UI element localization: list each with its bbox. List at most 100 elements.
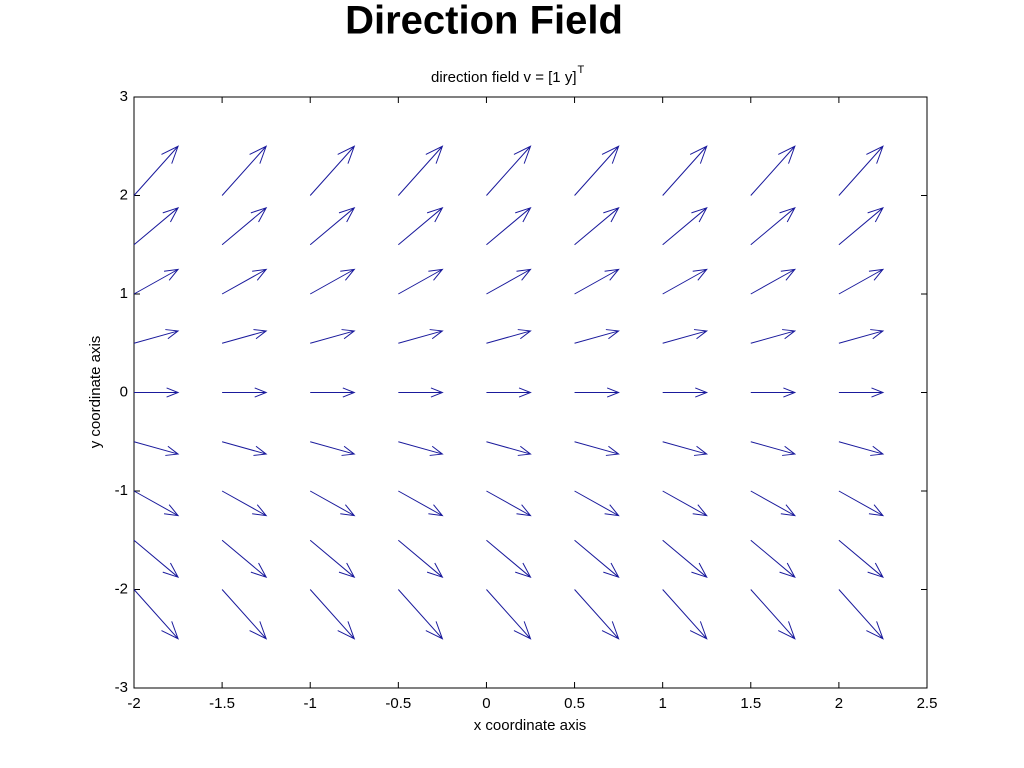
arrow (133, 441, 180, 456)
arrow (750, 589, 796, 640)
arrow (221, 329, 268, 344)
arrow (309, 539, 356, 579)
x-axis-label: x coordinate axis (474, 717, 587, 734)
arrow (133, 589, 179, 640)
arrow (397, 589, 444, 640)
chart-title-superscript: T (578, 64, 585, 76)
arrow (221, 589, 268, 640)
arrow (398, 539, 444, 579)
x-tick-label: 1 (658, 695, 666, 712)
x-tick-label: -0.5 (385, 695, 411, 712)
x-tick-label: -1 (304, 695, 317, 712)
arrow (221, 490, 268, 517)
y-tick-label: 3 (120, 88, 128, 105)
arrow (574, 329, 620, 344)
y-tick-label: 1 (120, 285, 128, 302)
x-tick-label: 0.5 (564, 695, 585, 712)
y-axis-label: y coordinate axis (87, 336, 104, 449)
arrow (309, 268, 356, 295)
arrow (838, 387, 885, 398)
x-tick-label: 0 (482, 695, 490, 712)
x-tick-label: 2.5 (917, 695, 938, 712)
x-tick-label: -1.5 (209, 695, 235, 712)
arrow (398, 329, 444, 344)
arrow (750, 441, 797, 456)
arrow (486, 490, 532, 517)
arrow (133, 206, 180, 246)
arrow (398, 268, 444, 295)
arrow (486, 441, 532, 456)
arrow (662, 206, 708, 246)
arrow (574, 490, 620, 517)
arrow (750, 268, 797, 295)
y-tick-label: -2 (115, 580, 128, 597)
arrow (574, 206, 620, 246)
y-tick-label: -1 (115, 482, 128, 499)
arrow (574, 441, 620, 456)
arrow (134, 387, 180, 398)
arrow (309, 490, 356, 517)
y-tick-label: 2 (120, 186, 128, 203)
arrow (133, 490, 180, 517)
arrow (486, 206, 532, 246)
x-tick-label: -2 (127, 695, 140, 712)
arrow (838, 145, 884, 196)
arrow (398, 387, 444, 398)
arrow (398, 490, 444, 517)
arrow (662, 145, 708, 196)
arrow (222, 387, 268, 398)
arrow (221, 206, 268, 246)
arrow (486, 387, 532, 398)
arrow (838, 490, 885, 517)
arrow (310, 441, 356, 456)
page-title: Direction Field (345, 0, 623, 43)
arrow (662, 441, 709, 456)
arrow (574, 387, 620, 398)
arrow (397, 145, 444, 196)
arrow (133, 539, 180, 579)
arrow (221, 539, 268, 579)
arrow (574, 539, 620, 579)
arrow (574, 589, 620, 640)
arrow (750, 145, 796, 196)
arrow (662, 589, 708, 640)
arrow (309, 145, 356, 196)
arrow (133, 145, 179, 196)
arrow (574, 268, 620, 295)
arrow (310, 329, 356, 344)
arrow (221, 268, 268, 295)
arrow (838, 329, 885, 344)
chart-title: direction field v = [1 y] (431, 69, 577, 86)
y-tick-label: 0 (120, 383, 128, 400)
arrow (133, 268, 180, 295)
arrow (486, 268, 532, 295)
arrow (662, 387, 709, 398)
arrow (750, 387, 797, 398)
arrow (662, 268, 708, 295)
arrow (221, 441, 268, 456)
arrow (133, 329, 180, 344)
arrow (662, 490, 708, 517)
arrow (750, 490, 797, 517)
arrow (310, 387, 356, 398)
arrow (838, 268, 885, 295)
arrow (486, 329, 532, 344)
arrow (750, 206, 796, 246)
arrow (309, 206, 356, 246)
arrow (750, 329, 797, 344)
arrow (486, 539, 532, 579)
x-tick-label: 1.5 (740, 695, 761, 712)
arrow (838, 539, 884, 579)
arrow (221, 145, 268, 196)
arrow (486, 589, 532, 640)
arrow (662, 539, 708, 579)
arrow (750, 539, 796, 579)
arrow (574, 145, 620, 196)
arrow (309, 589, 356, 640)
arrow (838, 589, 884, 640)
arrow (662, 329, 709, 344)
y-tick-label: -3 (115, 679, 128, 696)
arrow (838, 206, 884, 246)
